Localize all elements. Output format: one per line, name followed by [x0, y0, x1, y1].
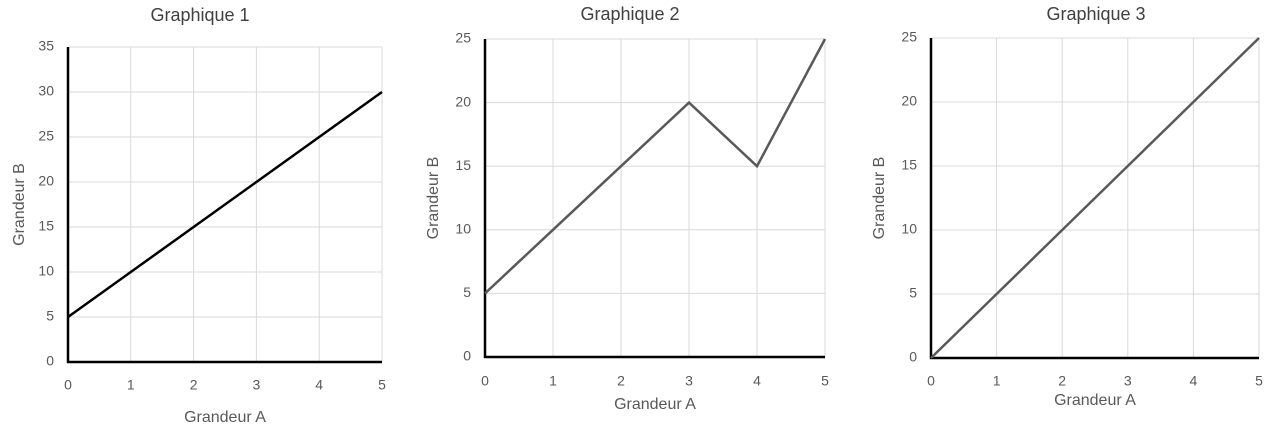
- y-axis-label: Grandeur B: [871, 157, 888, 240]
- data-line: [930, 37, 1260, 359]
- data-line: [67, 90, 383, 319]
- x-tick-label: 3: [1124, 373, 1132, 389]
- y-tick-label: 25: [38, 128, 54, 144]
- y-tick-label: 0: [46, 353, 54, 369]
- x-tick-label: 1: [549, 373, 557, 389]
- y-tick-label: 25: [455, 30, 471, 46]
- chart-title: Graphique 2: [580, 4, 679, 24]
- x-tick-label: 5: [1255, 373, 1263, 389]
- chart-title: Graphique 1: [150, 5, 249, 25]
- y-tick-label: 20: [901, 93, 917, 109]
- y-tick-label: 10: [38, 263, 54, 279]
- y-tick-label: 15: [38, 218, 54, 234]
- x-tick-label: 3: [685, 373, 693, 389]
- x-tick-label: 1: [993, 373, 1001, 389]
- y-tick-label: 5: [46, 308, 54, 324]
- y-tick-label: 15: [455, 157, 471, 173]
- x-tick-label: 4: [753, 373, 761, 389]
- x-tick-label: 5: [378, 377, 386, 393]
- x-tick-label: 0: [64, 377, 72, 393]
- x-tick-label: 1: [127, 377, 135, 393]
- x-tick-label: 3: [253, 377, 261, 393]
- x-tick-label: 0: [927, 373, 935, 389]
- x-axis-label: Grandeur A: [1054, 392, 1136, 409]
- y-tick-label: 0: [463, 348, 471, 364]
- y-tick-label: 30: [38, 83, 54, 99]
- x-tick-label: 0: [481, 373, 489, 389]
- y-tick-label: 10: [455, 221, 471, 237]
- x-axis-label: Grandeur A: [614, 396, 696, 413]
- y-axis-label: Grandeur B: [11, 163, 28, 246]
- y-tick-label: 20: [455, 93, 471, 109]
- x-tick-label: 2: [1058, 373, 1066, 389]
- y-tick-label: 5: [463, 284, 471, 300]
- x-tick-label: 5: [821, 373, 829, 389]
- y-tick-label: 5: [909, 285, 917, 301]
- data-line: [484, 38, 827, 295]
- x-axis-label: Grandeur A: [184, 409, 266, 426]
- y-tick-label: 25: [901, 29, 917, 45]
- x-tick-label: 2: [190, 377, 198, 393]
- x-tick-label: 2: [617, 373, 625, 389]
- x-tick-label: 4: [315, 377, 323, 393]
- y-tick-label: 10: [901, 221, 917, 237]
- y-tick-label: 0: [909, 349, 917, 365]
- y-tick-label: 20: [38, 173, 54, 189]
- y-axis-label: Grandeur B: [425, 157, 442, 240]
- chart-title: Graphique 3: [1046, 4, 1145, 24]
- x-tick-label: 4: [1190, 373, 1198, 389]
- y-tick-label: 15: [901, 157, 917, 173]
- y-tick-label: 35: [38, 38, 54, 54]
